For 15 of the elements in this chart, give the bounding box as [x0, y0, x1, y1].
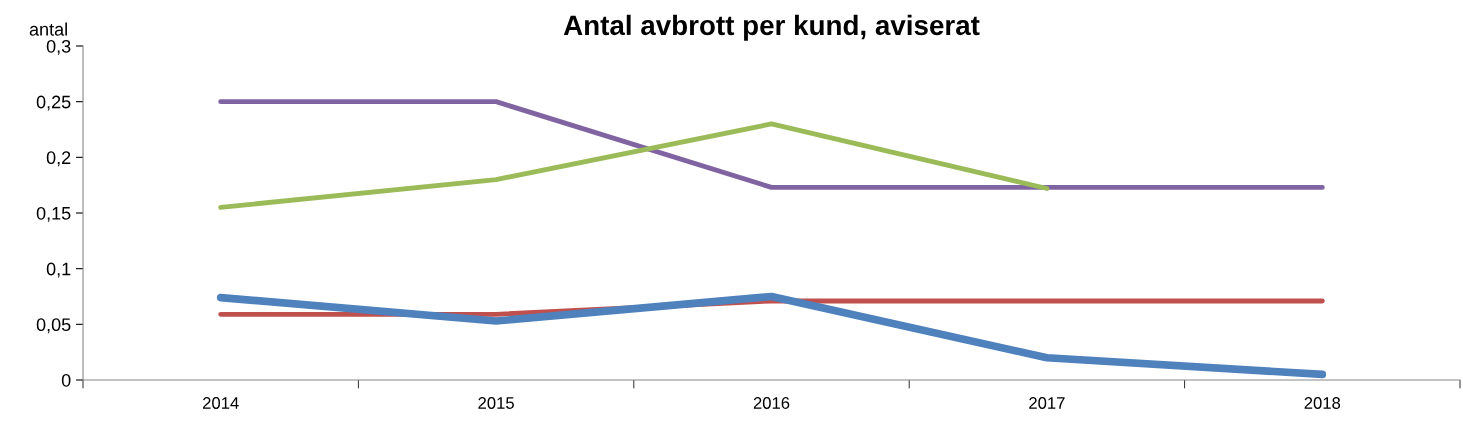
x-tick-label: 2017: [1029, 397, 1065, 409]
y-tick-label: 0,25: [36, 95, 71, 111]
y-tick-label: 0,05: [36, 318, 71, 334]
line-series: [218, 121, 1050, 210]
x-tick-label: 2014: [203, 397, 239, 409]
x-tick-label: 2018: [1304, 397, 1341, 409]
x-tick-label: 2015: [478, 397, 514, 409]
y-tick-label: 0: [61, 373, 71, 387]
y-tick-label: 0,2: [46, 151, 71, 167]
y-tick-label: 0,3: [46, 39, 71, 55]
y-axis-title: antal: [29, 22, 67, 36]
chart-title: Antal avbrott per kund, aviserat: [563, 14, 980, 41]
y-tick-label: 0,1: [46, 262, 71, 278]
x-tick-label: 2016: [753, 397, 790, 409]
y-tick-label: 0,15: [36, 206, 71, 222]
